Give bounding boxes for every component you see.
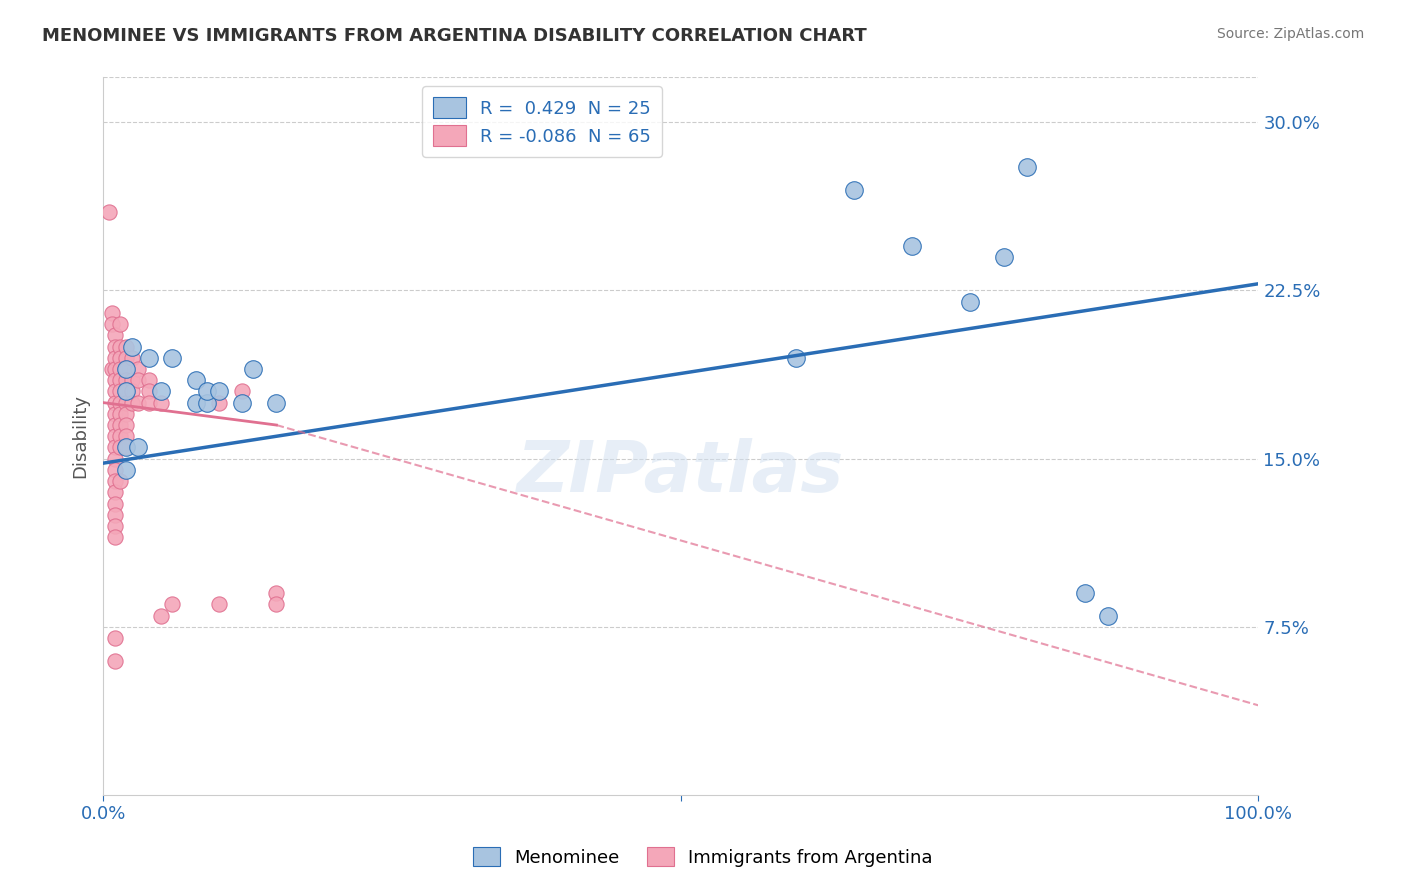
Point: [110, 384, 132, 399]
Point: [115, 384, 138, 399]
Point: [110, 441, 132, 455]
Point: [1097, 608, 1119, 623]
Text: MENOMINEE VS IMMIGRANTS FROM ARGENTINA DISABILITY CORRELATION CHART: MENOMINEE VS IMMIGRANTS FROM ARGENTINA D…: [42, 27, 868, 45]
Point: [110, 351, 132, 365]
Point: [901, 238, 924, 252]
Point: [104, 328, 127, 343]
Point: [104, 653, 127, 667]
Point: [195, 384, 218, 399]
Point: [266, 598, 288, 612]
Legend: R =  0.429  N = 25, R = -0.086  N = 65: R = 0.429 N = 25, R = -0.086 N = 65: [422, 87, 662, 157]
Point: [162, 598, 184, 612]
Point: [104, 418, 127, 433]
Point: [266, 586, 288, 600]
Point: [138, 395, 160, 409]
Point: [115, 362, 138, 376]
Point: [121, 384, 143, 399]
Point: [231, 384, 253, 399]
Point: [121, 351, 143, 365]
Text: ZIPatlas: ZIPatlas: [517, 438, 845, 507]
Point: [104, 407, 127, 421]
Point: [104, 340, 127, 354]
Point: [115, 463, 138, 477]
Point: [110, 474, 132, 488]
Point: [127, 441, 149, 455]
Point: [104, 530, 127, 544]
Point: [127, 373, 149, 387]
Point: [104, 362, 127, 376]
Point: [115, 384, 138, 399]
Point: [138, 373, 160, 387]
Point: [104, 429, 127, 443]
Point: [138, 351, 160, 365]
Point: [104, 485, 127, 500]
Point: [110, 340, 132, 354]
Point: [104, 351, 127, 365]
Point: [110, 407, 132, 421]
Point: [104, 474, 127, 488]
Point: [110, 395, 132, 409]
Point: [110, 373, 132, 387]
Point: [115, 441, 138, 455]
Point: [104, 384, 127, 399]
Point: [121, 395, 143, 409]
Point: [242, 362, 264, 376]
Point: [1017, 160, 1039, 174]
Point: [149, 395, 172, 409]
Text: Source: ZipAtlas.com: Source: ZipAtlas.com: [1216, 27, 1364, 41]
Point: [208, 395, 231, 409]
Y-axis label: Disability: Disability: [72, 394, 89, 478]
Point: [785, 351, 807, 365]
Point: [115, 351, 138, 365]
Point: [115, 340, 138, 354]
Point: [121, 373, 143, 387]
Point: [101, 317, 124, 331]
Point: [104, 519, 127, 533]
Point: [138, 384, 160, 399]
Point: [115, 407, 138, 421]
Point: [101, 362, 124, 376]
Legend: Menominee, Immigrants from Argentina: Menominee, Immigrants from Argentina: [465, 840, 941, 874]
Point: [184, 395, 207, 409]
Point: [115, 429, 138, 443]
Point: [104, 463, 127, 477]
Point: [1074, 586, 1097, 600]
Point: [104, 451, 127, 466]
Point: [266, 395, 288, 409]
Point: [149, 608, 172, 623]
Point: [104, 373, 127, 387]
Point: [842, 183, 865, 197]
Point: [208, 384, 231, 399]
Point: [110, 429, 132, 443]
Point: [121, 340, 143, 354]
Point: [104, 631, 127, 645]
Point: [101, 306, 124, 320]
Point: [231, 395, 253, 409]
Point: [104, 441, 127, 455]
Point: [115, 373, 138, 387]
Point: [195, 395, 218, 409]
Point: [115, 362, 138, 376]
Point: [149, 384, 172, 399]
Point: [127, 395, 149, 409]
Point: [959, 294, 981, 309]
Point: [110, 418, 132, 433]
Point: [115, 441, 138, 455]
Point: [110, 317, 132, 331]
Point: [993, 250, 1015, 264]
Point: [115, 395, 138, 409]
Point: [104, 508, 127, 522]
Point: [162, 351, 184, 365]
Point: [184, 373, 207, 387]
Point: [110, 362, 132, 376]
Point: [115, 418, 138, 433]
Point: [127, 362, 149, 376]
Point: [104, 395, 127, 409]
Point: [104, 496, 127, 510]
Point: [97, 205, 120, 219]
Point: [208, 598, 231, 612]
